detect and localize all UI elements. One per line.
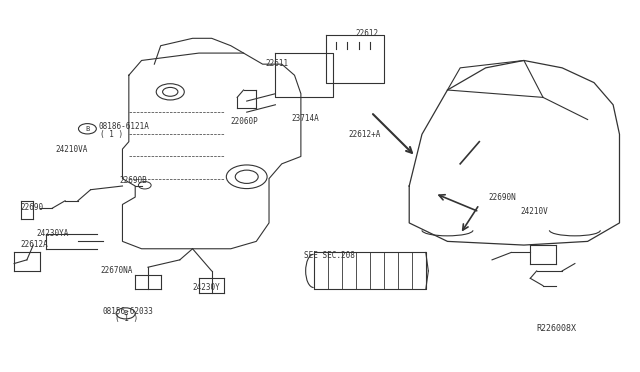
Text: B: B bbox=[85, 126, 90, 132]
Text: 22690B: 22690B bbox=[119, 176, 147, 185]
Text: 24230YA: 24230YA bbox=[36, 229, 69, 238]
Text: 22670NA: 22670NA bbox=[100, 266, 132, 275]
Text: B: B bbox=[124, 310, 128, 316]
Text: SEE SEC.208: SEE SEC.208 bbox=[304, 251, 355, 260]
Text: 08156-62033: 08156-62033 bbox=[102, 307, 153, 316]
Text: 24210VA: 24210VA bbox=[56, 145, 88, 154]
Text: 24230Y: 24230Y bbox=[193, 283, 220, 292]
Text: ( 1 ): ( 1 ) bbox=[100, 130, 124, 139]
Text: ( 1 ): ( 1 ) bbox=[115, 314, 138, 323]
Text: 22690: 22690 bbox=[20, 203, 44, 212]
Text: 22612A: 22612A bbox=[20, 240, 48, 249]
Text: 22690N: 22690N bbox=[489, 193, 516, 202]
Text: 22612+A: 22612+A bbox=[349, 130, 381, 139]
Text: 22612: 22612 bbox=[355, 29, 378, 38]
Text: 22611: 22611 bbox=[266, 59, 289, 68]
Text: 08186-6121A: 08186-6121A bbox=[99, 122, 149, 131]
Text: 22060P: 22060P bbox=[231, 117, 259, 126]
Text: 24210V: 24210V bbox=[521, 206, 548, 216]
Text: 23714A: 23714A bbox=[291, 114, 319, 123]
Text: R226008X: R226008X bbox=[537, 324, 577, 333]
